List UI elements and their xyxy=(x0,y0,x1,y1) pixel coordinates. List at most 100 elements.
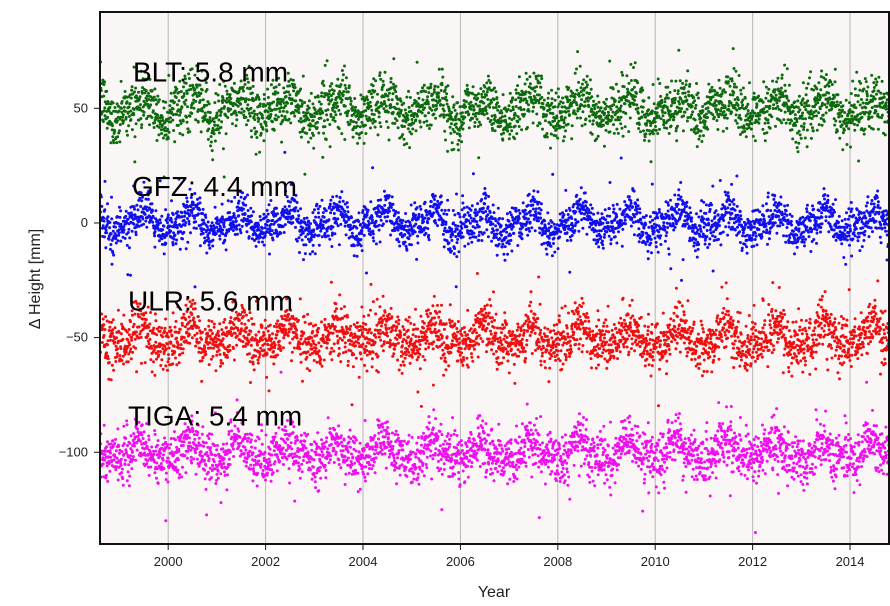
data-point xyxy=(801,81,805,85)
data-point xyxy=(484,210,488,213)
data-point xyxy=(319,102,323,106)
data-point xyxy=(256,120,260,123)
data-point xyxy=(242,207,245,211)
data-point xyxy=(444,220,448,224)
data-point xyxy=(771,107,775,110)
data-point xyxy=(783,63,787,67)
data-point xyxy=(521,225,525,229)
data-point xyxy=(187,72,191,76)
data-point xyxy=(278,110,282,114)
data-point xyxy=(551,172,555,176)
data-point xyxy=(449,249,453,253)
data-point xyxy=(874,83,878,87)
data-point xyxy=(404,244,408,248)
data-point xyxy=(330,98,334,102)
data-point xyxy=(796,99,800,103)
data-point xyxy=(103,106,107,110)
data-point xyxy=(317,243,321,247)
data-point xyxy=(665,93,669,97)
data-point xyxy=(332,89,336,93)
data-point xyxy=(363,123,367,127)
data-point xyxy=(537,101,541,105)
data-point xyxy=(219,110,223,114)
data-point xyxy=(267,219,271,223)
data-point xyxy=(263,234,267,238)
data-point xyxy=(464,100,468,104)
data-point xyxy=(802,125,806,129)
data-point xyxy=(445,92,449,96)
data-point xyxy=(804,93,808,97)
data-point xyxy=(562,125,566,129)
data-point xyxy=(508,132,512,136)
data-point xyxy=(504,236,508,240)
data-point xyxy=(730,79,734,83)
data-point xyxy=(126,231,130,234)
data-point xyxy=(573,95,577,99)
data-point xyxy=(339,112,342,116)
data-point xyxy=(162,106,166,110)
data-point xyxy=(552,126,556,130)
data-point xyxy=(297,111,301,115)
data-point xyxy=(881,100,885,104)
data-point xyxy=(309,238,313,242)
data-point xyxy=(274,85,278,89)
data-point xyxy=(437,96,440,99)
data-point xyxy=(485,90,489,94)
data-point xyxy=(517,96,521,100)
data-point xyxy=(103,208,107,212)
data-point xyxy=(882,95,886,99)
data-point xyxy=(511,105,515,109)
data-point xyxy=(388,209,391,213)
data-point xyxy=(116,239,120,243)
data-point xyxy=(880,79,884,83)
data-point xyxy=(102,216,106,220)
data-point xyxy=(308,128,312,132)
data-point xyxy=(529,213,533,217)
data-point xyxy=(340,98,344,102)
data-point xyxy=(608,59,612,63)
data-point xyxy=(450,141,454,145)
data-point xyxy=(356,141,360,145)
data-point xyxy=(601,118,605,122)
data-point xyxy=(562,213,566,217)
data-point xyxy=(629,199,633,203)
data-point xyxy=(320,94,323,98)
data-point xyxy=(132,113,136,117)
data-point xyxy=(531,203,535,207)
data-point xyxy=(811,126,814,130)
data-point xyxy=(232,81,236,85)
data-point xyxy=(276,115,280,119)
data-point xyxy=(200,107,204,111)
data-point xyxy=(524,216,528,220)
data-point xyxy=(429,200,433,204)
data-point xyxy=(173,140,177,144)
data-point xyxy=(832,101,836,105)
data-point xyxy=(753,139,757,143)
data-point xyxy=(552,242,555,245)
data-point xyxy=(505,212,509,216)
data-point xyxy=(389,80,393,84)
data-point xyxy=(246,103,250,107)
data-point xyxy=(541,102,545,106)
data-point xyxy=(644,132,648,136)
data-point xyxy=(416,102,420,106)
data-point xyxy=(284,104,288,108)
data-point xyxy=(865,98,869,102)
data-point xyxy=(333,232,337,236)
data-point xyxy=(452,252,456,256)
data-point xyxy=(387,194,391,198)
data-point xyxy=(526,203,530,207)
data-point xyxy=(616,131,620,135)
data-point xyxy=(458,105,462,109)
data-point xyxy=(426,100,430,104)
data-point xyxy=(362,102,366,106)
data-point xyxy=(288,93,292,97)
data-point xyxy=(553,119,556,123)
data-point xyxy=(469,216,473,220)
data-point xyxy=(122,228,126,232)
data-point xyxy=(242,109,246,113)
data-point xyxy=(612,230,616,234)
data-point xyxy=(840,123,844,127)
data-point xyxy=(510,249,514,253)
